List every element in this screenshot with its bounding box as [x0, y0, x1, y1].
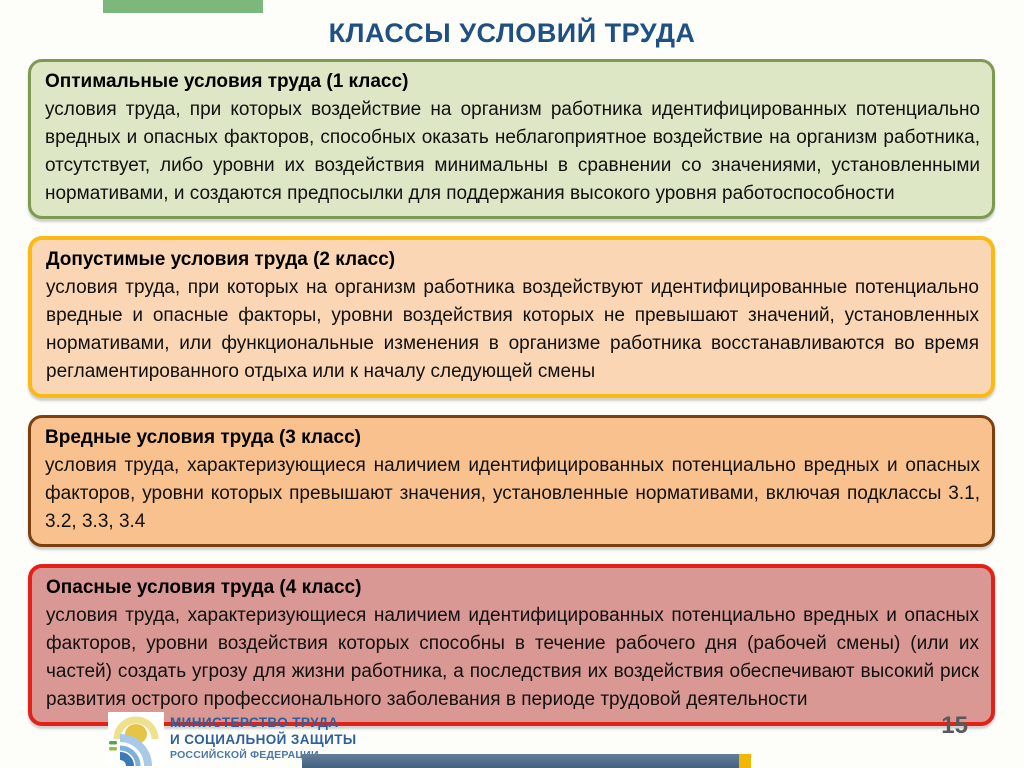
- harmful-conditions-body: условия труда, характеризующиеся наличие…: [45, 455, 980, 532]
- acceptable-conditions-title: Допустимые условия труда (2 класс): [46, 249, 396, 270]
- dangerous-conditions-box: Опасные условия труда (4 класс) условия …: [28, 564, 995, 726]
- bottom-decoration-bar: [302, 754, 739, 768]
- ministry-line-2: И СОЦИАЛЬНОЙ ЗАЩИТЫ: [170, 732, 357, 747]
- ministry-line-1: МИНИСТЕРСТВО ТРУДА: [170, 715, 339, 730]
- bottom-decoration-bar-cap: [739, 754, 751, 768]
- dangerous-conditions-title: Опасные условия труда (4 класс): [46, 577, 362, 598]
- page-number: 15: [941, 712, 968, 739]
- harmful-conditions-title: Вредные условия труда (3 класс): [45, 427, 361, 448]
- ministry-name: МИНИСТЕРСТВО ТРУДА И СОЦИАЛЬНОЙ ЗАЩИТЫ Р…: [170, 714, 356, 762]
- ministry-logo-icon: [108, 712, 164, 766]
- dangerous-conditions-body: условия труда, характеризующиеся наличие…: [46, 605, 979, 710]
- class-boxes-container: Оптимальные условия труда (1 класс) усло…: [28, 59, 995, 743]
- acceptable-conditions-box: Допустимые условия труда (2 класс) услов…: [28, 236, 995, 398]
- top-accent-bar: [103, 0, 263, 13]
- page-title: КЛАССЫ УСЛОВИЙ ТРУДА: [328, 18, 696, 48]
- acceptable-conditions-body: условия труда, при которых на организм р…: [46, 277, 979, 382]
- footer: МИНИСТЕРСТВО ТРУДА И СОЦИАЛЬНОЙ ЗАЩИТЫ Р…: [0, 702, 1024, 768]
- harmful-conditions-box: Вредные условия труда (3 класс) условия …: [28, 415, 995, 547]
- ministry-line-3: РОССИЙСКОЙ ФЕДЕРАЦИИ: [170, 749, 319, 761]
- optimal-conditions-title: Оптимальные условия труда (1 класс): [45, 71, 409, 92]
- optimal-conditions-box: Оптимальные условия труда (1 класс) усло…: [28, 59, 995, 219]
- optimal-conditions-body: условия труда, при которых воздействие н…: [45, 99, 980, 204]
